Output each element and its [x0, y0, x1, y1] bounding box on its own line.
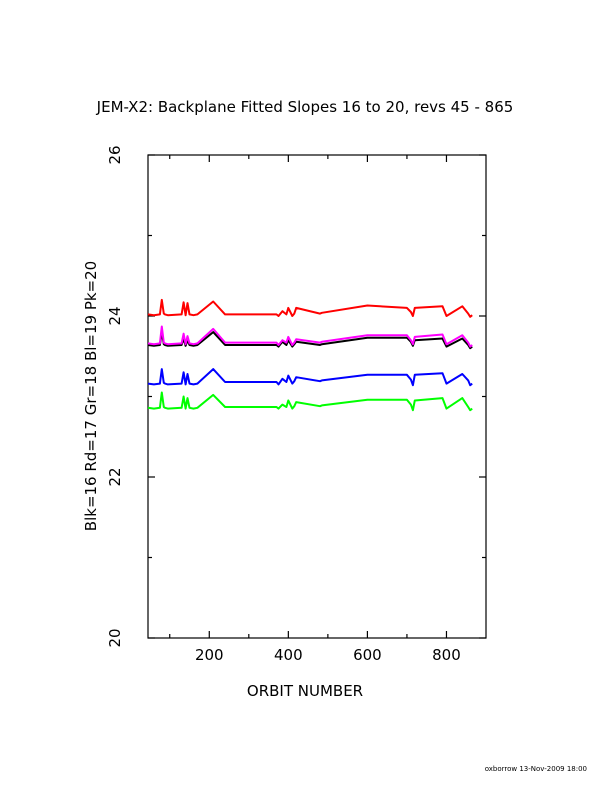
x-axis: 200 400 600 800	[169, 155, 461, 664]
y-tick-label: 26	[106, 145, 124, 164]
series-line	[147, 368, 473, 387]
series-line	[147, 298, 473, 318]
chart-title: JEM-X2: Backplane Fitted Slopes 16 to 20…	[96, 98, 514, 116]
series-layer	[147, 298, 473, 412]
x-tick-label: 800	[432, 646, 461, 664]
series-line	[147, 391, 473, 412]
footer-credit: oxborrow 13-Nov-2009 18:00	[485, 765, 587, 773]
y-tick-label: 24	[106, 306, 124, 325]
series-line	[147, 331, 473, 350]
x-tick-label: 400	[274, 646, 303, 664]
y-axis: 20 22 24 26	[106, 145, 486, 648]
y-tick-label: 22	[106, 467, 124, 486]
x-tick-label: 200	[195, 646, 224, 664]
x-tick-label: 600	[353, 646, 382, 664]
series-line	[147, 325, 473, 348]
y-axis-title: Blk=16 Rd=17 Gr=18 Bl=19 Pk=20	[82, 261, 100, 531]
x-axis-title: ORBIT NUMBER	[247, 682, 363, 700]
plot-frame	[147, 154, 487, 639]
y-tick-label: 20	[106, 628, 124, 647]
